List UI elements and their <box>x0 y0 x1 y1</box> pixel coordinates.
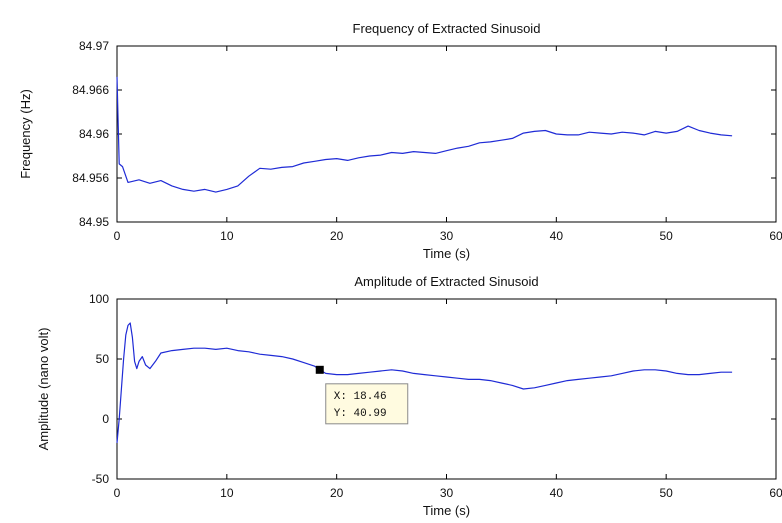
amplitude-x-tick-label: 50 <box>659 486 673 500</box>
frequency-x-tick-label: 60 <box>769 229 782 243</box>
frequency-x-tick-label: 50 <box>659 229 673 243</box>
amplitude-y-tick-label: -50 <box>92 472 110 486</box>
amplitude-chart-title: Amplitude of Extracted Sinusoid <box>354 274 538 289</box>
amplitude-x-tick-label: 40 <box>550 486 564 500</box>
amplitude-x-tick-label: 30 <box>440 486 454 500</box>
amplitude-y-tick-label: 0 <box>102 412 109 426</box>
datatip-y-text: Y: 40.99 <box>334 408 387 420</box>
frequency-x-tick-label: 0 <box>114 229 121 243</box>
amplitude-axes: Amplitude of Extracted Sinusoid Time (s)… <box>36 274 782 518</box>
amplitude-y-tick-label: 100 <box>89 292 109 306</box>
frequency-y-tick-label: 84.95 <box>79 215 109 229</box>
amplitude-x-tick-label: 0 <box>114 486 121 500</box>
amplitude-plot-frame <box>116 298 777 480</box>
amplitude-y-axis-label: Amplitude (nano volt) <box>36 328 51 451</box>
frequency-axes: Frequency of Extracted Sinusoid Time (s)… <box>18 21 782 261</box>
frequency-x-tick-label: 10 <box>220 229 234 243</box>
amplitude-x-tick-label: 20 <box>330 486 344 500</box>
frequency-y-tick-label: 84.956 <box>72 171 109 185</box>
frequency-x-tick-label: 40 <box>550 229 564 243</box>
frequency-plot-frame <box>116 45 777 223</box>
amplitude-x-tick-label: 60 <box>769 486 782 500</box>
amplitude-x-tick-label: 10 <box>220 486 234 500</box>
amplitude-series-line <box>116 322 733 444</box>
frequency-chart-title: Frequency of Extracted Sinusoid <box>353 21 541 36</box>
frequency-y-tick-label: 84.966 <box>72 83 109 97</box>
frequency-x-tick-label: 30 <box>440 229 454 243</box>
frequency-y-tick-label: 84.96 <box>79 127 109 141</box>
frequency-y-axis-label: Frequency (Hz) <box>18 89 33 179</box>
amplitude-y-tick-label: 50 <box>96 352 110 366</box>
datatip-marker[interactable] <box>315 365 324 374</box>
frequency-x-tick-label: 20 <box>330 229 344 243</box>
amplitude-x-axis-label: Time (s) <box>423 503 470 518</box>
datatip-box <box>325 383 409 425</box>
datatip-x-text: X: 18.46 <box>334 391 387 403</box>
frequency-series-line <box>116 76 733 193</box>
datatip[interactable]: X: 18.46 Y: 40.99 <box>315 365 409 425</box>
frequency-y-tick-label: 84.97 <box>79 39 109 53</box>
frequency-x-axis-label: Time (s) <box>423 246 470 261</box>
